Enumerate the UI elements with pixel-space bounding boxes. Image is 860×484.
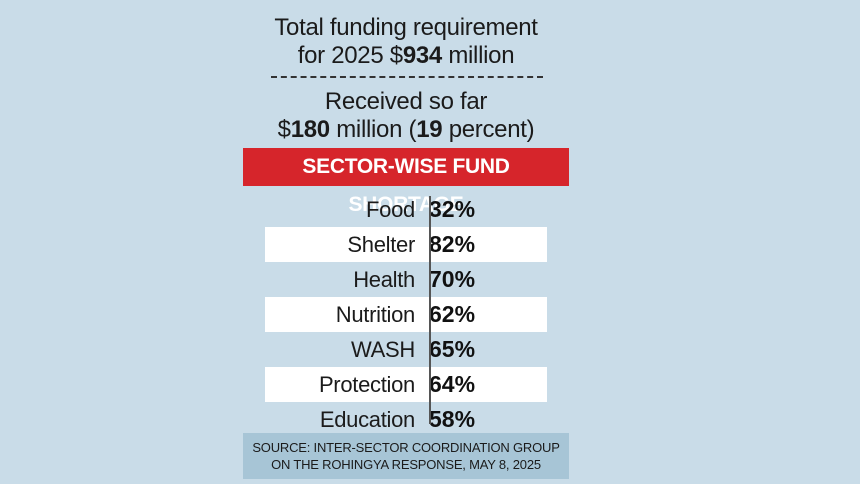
sector-label: Nutrition [335, 302, 416, 327]
infographic-panel: Total funding requirement for 2025 $934 … [243, 0, 569, 484]
received-line1: Received so far [324, 88, 488, 115]
dashed-divider [271, 76, 543, 78]
sector-value: 32% [429, 196, 476, 222]
sector-row-nutrition: Nutrition 62% [265, 297, 547, 332]
received-line2: $180 million (19 percent) [243, 116, 569, 144]
total-funding-line1: Total funding requirement [274, 14, 538, 41]
received-amount: 180 [290, 116, 330, 143]
sector-row-shelter: Shelter 82% [265, 227, 547, 262]
total-funding-amount: 934 [402, 42, 442, 69]
source-line2: ON THE ROHINGYA RESPONSE, MAY 8, 2025 [271, 457, 541, 472]
sector-label: WASH [351, 337, 415, 362]
sector-shortage-banner: SECTOR-WISE FUND SHORTAGE [243, 148, 569, 216]
sector-label: Food [366, 197, 415, 222]
received-percent: 19 [416, 116, 443, 143]
sector-label: Health [353, 267, 415, 292]
sector-row-food: Food 32% [265, 192, 547, 227]
sector-value: 64% [429, 371, 476, 397]
sector-label: Education [319, 407, 415, 432]
received-prefix: $ [277, 116, 291, 143]
sector-value: 62% [429, 301, 476, 327]
received-heading: Received so far $180 million (19 percent… [243, 88, 569, 144]
sector-value: 58% [429, 406, 476, 432]
table-column-divider [429, 196, 431, 424]
sector-row-health: Health 70% [265, 262, 547, 297]
sector-label: Protection [318, 372, 415, 397]
total-funding-line2: for 2025 $934 million [243, 42, 569, 70]
sector-value: 65% [429, 336, 476, 362]
sector-row-education: Education 58% [265, 402, 547, 437]
received-mid: million ( [329, 116, 417, 143]
received-suffix: percent) [442, 116, 535, 143]
sector-value: 70% [429, 266, 476, 292]
sector-label: Shelter [347, 232, 415, 257]
total-funding-prefix: for 2025 $ [297, 42, 403, 69]
sector-value: 82% [429, 231, 476, 257]
total-funding-suffix: million [441, 42, 515, 69]
source-line1: SOURCE: INTER-SECTOR COORDINATION GROUP [252, 440, 560, 455]
sector-row-wash: WASH 65% [265, 332, 547, 367]
source-note: SOURCE: INTER-SECTOR COORDINATION GROUP … [243, 433, 569, 479]
sector-table: Food 32% Shelter 82% Health 70% Nutritio… [265, 192, 547, 437]
total-funding-heading: Total funding requirement for 2025 $934 … [243, 14, 569, 70]
sector-row-protection: Protection 64% [265, 367, 547, 402]
